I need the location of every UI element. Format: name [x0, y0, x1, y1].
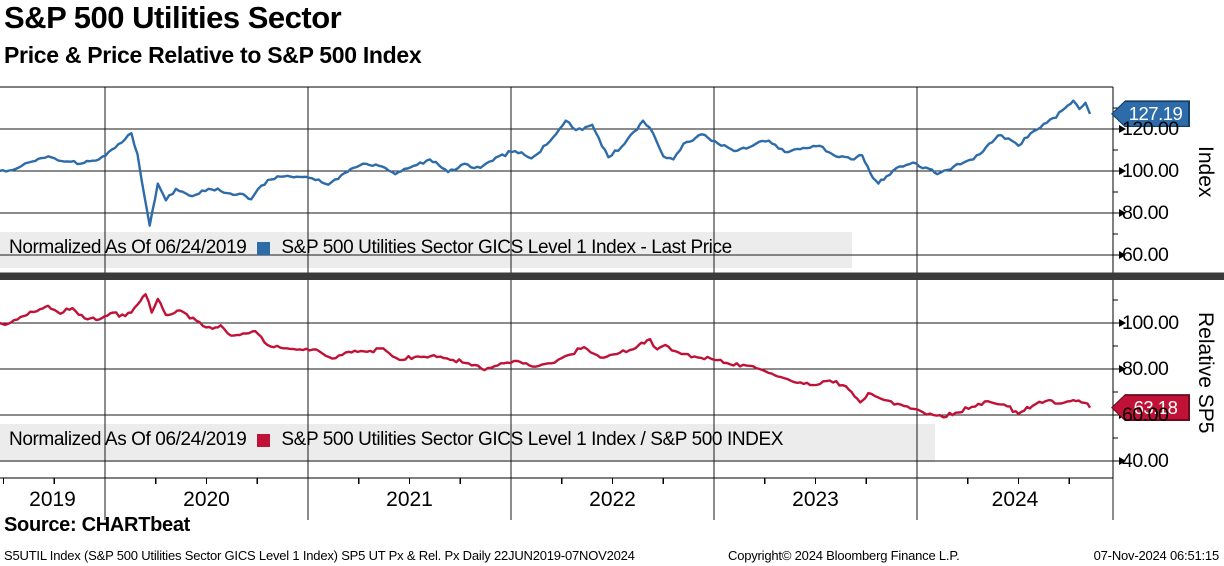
- price-line-series: [0, 99, 1092, 227]
- normalized-as-of-label: Normalized As Of 06/24/2019: [9, 237, 247, 258]
- red-series-swatch-icon: [257, 433, 271, 447]
- normalized-as-of-label: Normalized As Of 06/24/2019: [9, 429, 247, 450]
- footer-copyright: Copyright© 2024 Bloomberg Finance L.P.: [728, 548, 960, 563]
- y-tick-label: 100.00: [1122, 312, 1179, 334]
- y-tick-label: 60.00: [1122, 244, 1169, 266]
- x-year-label: 2019: [29, 488, 76, 511]
- legend-background: [0, 424, 935, 462]
- last-price-flag-bottom: 63.18: [1111, 394, 1190, 422]
- y-tick-arrow-icon: [1119, 167, 1126, 175]
- bottom-series-label: S&P 500 Utilities Sector GICS Level 1 In…: [281, 429, 784, 450]
- top-series-label: S&P 500 Utilities Sector GICS Level 1 In…: [281, 237, 732, 258]
- footer-security-description: S5UTIL Index (S&P 500 Utilities Sector G…: [4, 548, 635, 563]
- last-price-flag-top: 127.19: [1111, 100, 1190, 128]
- blue-series-swatch-icon: [257, 241, 271, 255]
- y-tick-arrow-icon: [1119, 125, 1126, 133]
- y-tick-arrow-icon: [1119, 251, 1126, 259]
- x-year-label: 2023: [792, 488, 839, 511]
- source-line: Source: CHARTbeat: [4, 514, 191, 536]
- bottom-panel-legend: Normalized As Of 06/24/2019 S&P 500 Util…: [9, 429, 783, 451]
- top-y-axis-title: Index: [1194, 146, 1217, 198]
- y-tick-label: 40.00: [1122, 450, 1169, 472]
- y-tick-label: 60.00: [1122, 404, 1169, 426]
- x-year-label: 2021: [386, 488, 433, 511]
- top-panel-legend: Normalized As Of 06/24/2019 S&P 500 Util…: [9, 237, 732, 259]
- y-tick-arrow-icon: [1119, 319, 1126, 327]
- x-year-label: 2022: [589, 488, 636, 511]
- x-year-label: 2020: [183, 488, 230, 511]
- y-tick-arrow-icon: [1119, 209, 1126, 217]
- footer-timestamp: 07-Nov-2024 06:51:15: [1093, 548, 1220, 563]
- page-subtitle: Price & Price Relative to S&P 500 Index: [4, 42, 422, 68]
- page-title: S&P 500 Utilities Sector: [4, 0, 342, 35]
- y-tick-label: 120.00: [1122, 118, 1179, 140]
- y-tick-arrow-icon: [1119, 457, 1126, 465]
- x-year-label: 2024: [991, 488, 1039, 511]
- relative-price-line-series: [0, 293, 1092, 419]
- y-tick-label: 80.00: [1122, 358, 1169, 380]
- panel-divider: [0, 272, 1224, 280]
- bottom-y-axis-title: Relative SP5: [1194, 312, 1217, 434]
- y-tick-label: 80.00: [1122, 202, 1169, 224]
- y-tick-arrow-icon: [1119, 365, 1126, 373]
- legend-background: [0, 232, 852, 268]
- last-price-value-top: 127.19: [1128, 102, 1183, 124]
- last-price-value-bottom: 63.18: [1133, 396, 1178, 418]
- y-tick-label: 100.00: [1122, 160, 1179, 182]
